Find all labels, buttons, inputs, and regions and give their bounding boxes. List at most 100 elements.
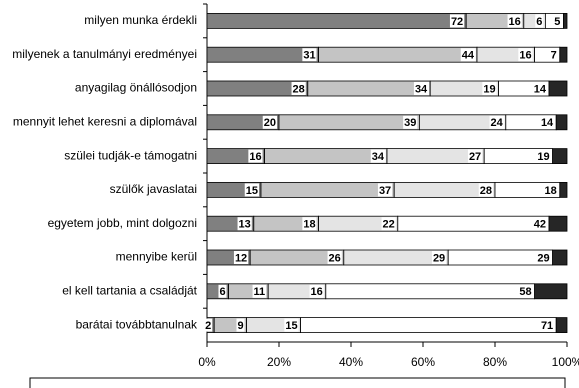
value-label: 22 [383, 219, 395, 231]
y-tick-label: szülei tudják-e támogatni [64, 148, 197, 162]
value-label: 14 [534, 83, 547, 95]
bar-segment [278, 114, 420, 131]
value-label: 28 [293, 83, 305, 95]
x-tick-label: 20% [267, 355, 291, 369]
value-label-bg [549, 48, 558, 62]
y-tick-label: el kell tartania a családját [62, 283, 197, 297]
value-label: 15 [246, 185, 258, 197]
value-label-bg [460, 48, 476, 62]
value-label-bg [284, 318, 299, 332]
value-label: 20 [264, 117, 276, 129]
y-tick-label: milyenek a tanulmányi eredményei [12, 47, 197, 61]
bar-segment [206, 46, 319, 63]
y-tick-label: milyen munka érdekli [84, 13, 197, 27]
bar-segment [260, 181, 395, 198]
value-label: 6 [219, 286, 225, 298]
value-label-bg [539, 115, 556, 129]
value-label-bg [309, 284, 324, 298]
value-label-bg [244, 183, 259, 197]
y-tick-label: egyetem jobb, mint dolgozni [48, 216, 197, 230]
value-label-bg [370, 149, 386, 163]
value-label: 16 [519, 50, 531, 62]
y-tick-label: mennyibe kerül [116, 250, 197, 264]
value-label: 6 [536, 16, 542, 28]
x-tick-label: 100% [552, 355, 579, 369]
bar-segment [307, 80, 431, 97]
x-tick-label: 80% [483, 355, 507, 369]
value-label-bg [403, 115, 418, 129]
value-label-bg [536, 149, 551, 163]
value-label-bg [431, 251, 447, 264]
value-label: 5 [554, 16, 560, 28]
value-label: 15 [285, 320, 297, 332]
value-label: 13 [239, 219, 251, 231]
value-label: 34 [415, 83, 428, 95]
value-label-bg [237, 217, 252, 231]
legend-box [29, 377, 566, 388]
value-label-bg [291, 82, 306, 95]
value-label-bg [553, 14, 562, 28]
value-label-bg [535, 14, 544, 28]
value-label: 16 [509, 16, 521, 28]
bar-segment [559, 46, 568, 63]
bar-segment [555, 114, 568, 131]
value-label: 26 [329, 252, 341, 264]
value-label: 12 [235, 252, 247, 264]
bar-segment [325, 283, 535, 300]
value-label: 44 [462, 50, 475, 62]
value-label-bg [482, 82, 497, 95]
value-label-bg [532, 82, 548, 95]
value-label: 27 [469, 151, 481, 163]
value-label-bg [302, 48, 317, 62]
bar-segment [555, 317, 568, 334]
bar-segment [559, 181, 568, 198]
value-label-bg [478, 183, 493, 197]
bar-segment [318, 46, 478, 63]
value-label-bg [489, 115, 505, 129]
value-label-bg [236, 318, 245, 332]
bar-segment [206, 12, 467, 29]
value-label-bg [327, 251, 342, 264]
value-label: 39 [404, 117, 416, 129]
value-label: 16 [249, 151, 261, 163]
value-label: 29 [433, 252, 445, 264]
value-label: 9 [237, 320, 243, 332]
bar-segment [397, 215, 550, 232]
bar-segment [552, 148, 568, 165]
value-label-bg [302, 217, 317, 231]
bar-segment [548, 80, 568, 97]
value-label: 7 [551, 50, 557, 62]
value-label: 28 [480, 185, 492, 197]
value-label-bg [532, 217, 547, 231]
value-label-bg [233, 251, 249, 264]
value-label: 72 [451, 16, 463, 28]
bar-segment [552, 249, 568, 266]
value-label-bg [467, 149, 483, 163]
value-label-bg [507, 14, 522, 28]
value-label: 34 [372, 151, 385, 163]
y-tick-label: mennyit lehet keresni a diplomával [13, 114, 197, 128]
value-label: 14 [541, 117, 554, 129]
value-label: 19 [537, 151, 549, 163]
value-label: 16 [311, 286, 323, 298]
x-tick-label: 40% [339, 355, 363, 369]
bar-segment [534, 283, 568, 300]
value-label-bg [543, 183, 558, 197]
value-label-bg [377, 183, 393, 197]
bar-segment [548, 215, 568, 232]
value-label: 71 [541, 320, 553, 332]
value-label: 24 [491, 117, 504, 129]
value-label: 18 [303, 219, 315, 231]
value-label-bg [248, 149, 263, 163]
x-tick-label: 0% [198, 355, 216, 369]
value-label-bg [539, 318, 555, 332]
value-label: 11 [254, 286, 266, 298]
value-label-bg [518, 284, 533, 298]
y-tick-label: barátai továbbtanulnak [76, 317, 198, 331]
value-label: 2 [205, 320, 211, 332]
value-label-bg [204, 318, 213, 332]
value-label: 18 [545, 185, 557, 197]
value-label: 58 [519, 286, 531, 298]
value-label: 29 [537, 252, 549, 264]
